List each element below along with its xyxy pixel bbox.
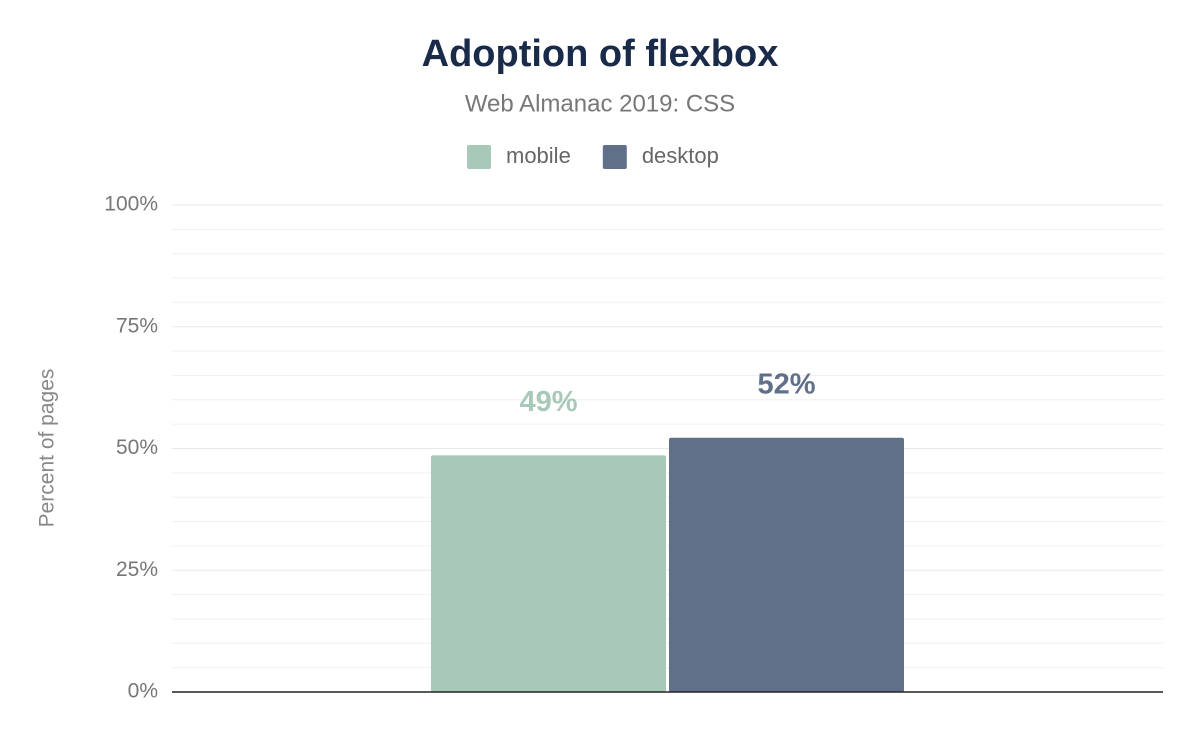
chart-title: Adoption of flexbox (422, 33, 779, 75)
y-tick-label: 50% (116, 436, 158, 459)
y-tick-label: 100% (104, 193, 158, 216)
y-axis-label: Percent of pages (36, 369, 59, 528)
y-tick-label: 0% (128, 680, 158, 703)
chart-subtitle: Web Almanac 2019: CSS (465, 90, 735, 117)
data-label: 52% (757, 368, 815, 400)
legend-swatch (467, 145, 491, 169)
legend-swatch (602, 145, 627, 169)
y-tick-label: 25% (116, 558, 158, 581)
legend-label: desktop (642, 143, 719, 168)
legend-label: mobile (506, 143, 571, 168)
data-label: 49% (519, 386, 577, 418)
y-tick-label: 75% (116, 314, 158, 337)
bar (669, 437, 904, 692)
bar (431, 455, 666, 692)
